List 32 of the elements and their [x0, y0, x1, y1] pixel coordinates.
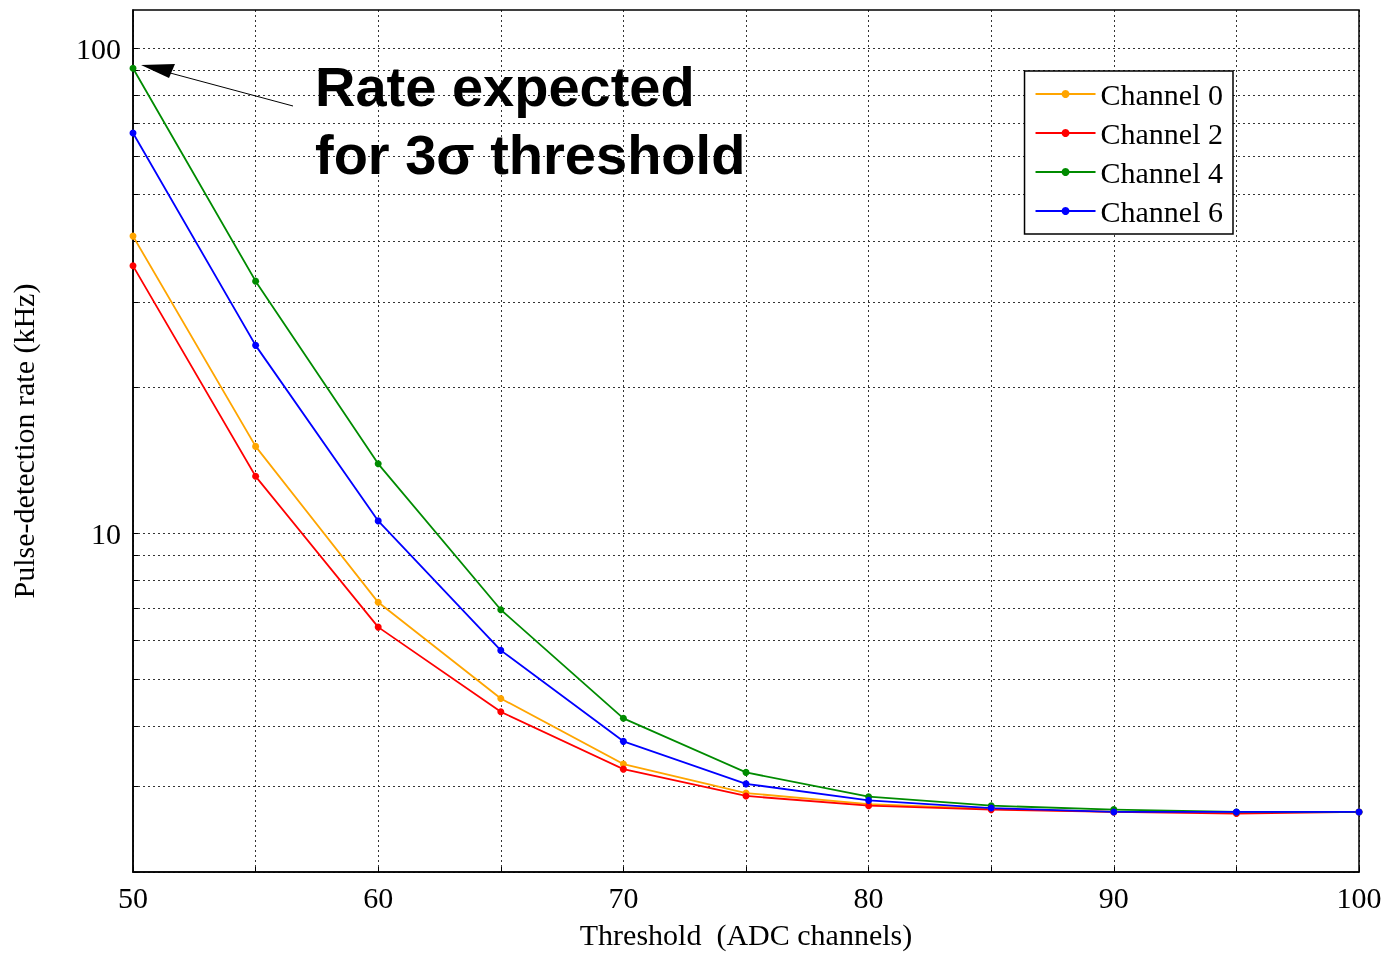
x-tick-label: 90 — [1098, 880, 1129, 914]
point — [374, 623, 382, 631]
point — [374, 517, 382, 525]
point — [619, 737, 627, 745]
point — [619, 765, 627, 773]
point — [619, 714, 627, 722]
legend-label: Channel 4 — [1100, 155, 1224, 189]
point — [252, 277, 260, 285]
annotation: Rate expected for 3σ threshold — [315, 54, 746, 186]
legend-label: Channel 6 — [1100, 194, 1224, 228]
point — [252, 341, 260, 349]
y-tick-label: 10 — [91, 516, 121, 550]
point — [742, 768, 750, 776]
point — [129, 262, 137, 270]
point — [497, 606, 505, 614]
point — [497, 646, 505, 654]
point — [497, 694, 505, 702]
legend-label: Channel 2 — [1100, 116, 1224, 150]
x-tick-label: 80 — [853, 880, 884, 914]
x-tick-label: 50 — [118, 880, 148, 914]
point — [497, 708, 505, 716]
x-axis-title: Threshold (ADC channels) — [579, 917, 913, 952]
x-tick-label: 100 — [1336, 880, 1382, 914]
point — [129, 64, 137, 72]
point — [252, 472, 260, 480]
point — [252, 442, 260, 450]
x-tick-label: 70 — [608, 880, 639, 914]
x-tick-label: 60 — [363, 880, 394, 914]
point — [374, 460, 382, 468]
y-axis-title: Pulse-detection rate (kHz) — [6, 283, 41, 599]
legend-label: Channel 0 — [1100, 77, 1224, 111]
point — [374, 598, 382, 606]
